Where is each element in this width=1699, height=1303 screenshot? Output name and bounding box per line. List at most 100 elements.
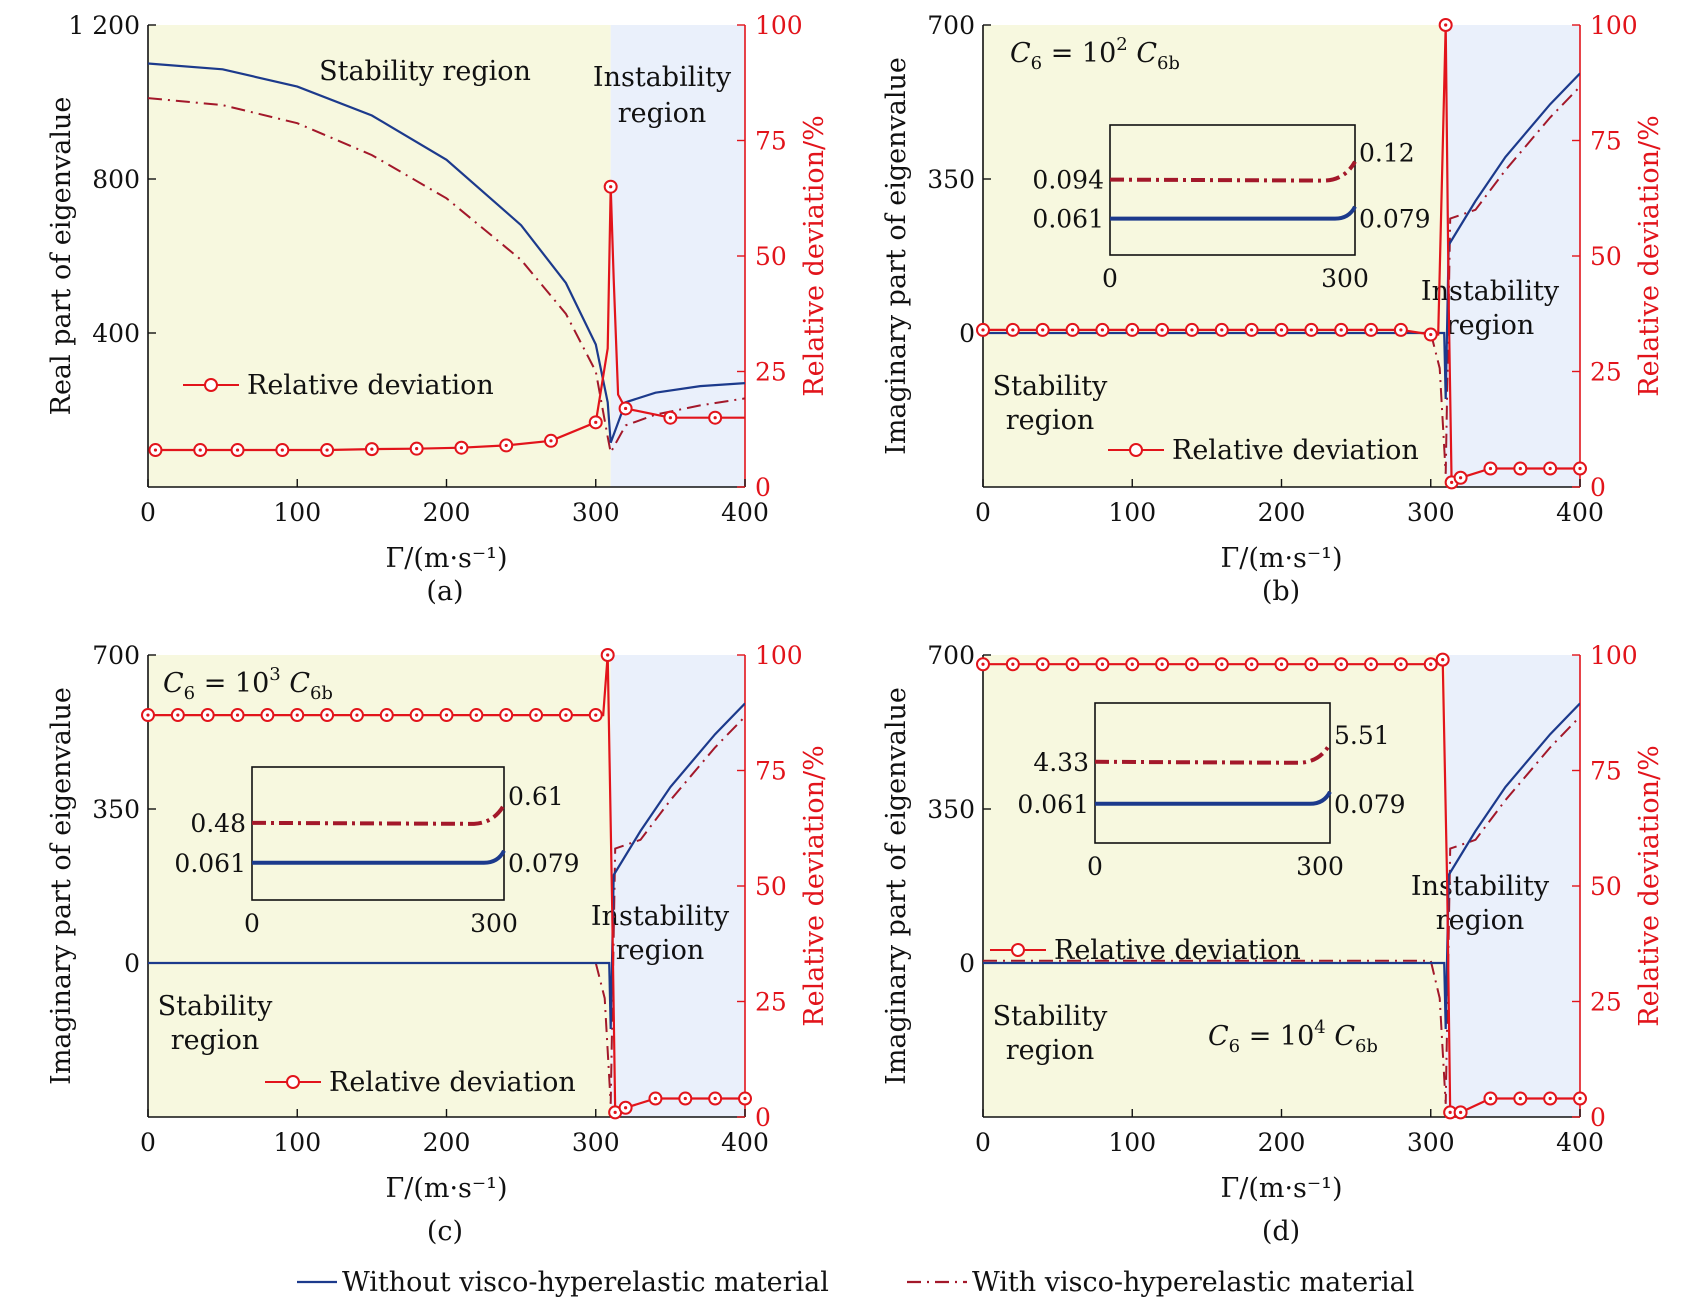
y2-tick-label: 50 [1590,872,1622,901]
y-tick-label: 0 [959,319,975,348]
deviation-marker-dot [713,1096,717,1101]
formula-part: C [1326,1021,1356,1052]
deviation-marker-dot [1130,662,1134,666]
y2-tick-label: 100 [1590,11,1638,40]
y-tick-label: 0 [959,949,975,978]
legend-with-label: With visco-hyperelastic material [972,1267,1414,1298]
formula-annotation: C6 = 104 C6b [1208,1017,1378,1057]
inset-right-value: 0.079 [1334,790,1406,819]
inset-x-tick: 300 [470,909,518,938]
panel-label: (b) [1262,576,1300,607]
deviation-marker-dot [146,713,150,717]
y-tick-label: 800 [92,165,140,194]
formula-part: = 10 [1042,38,1116,69]
inset-with-visco-line [251,803,506,826]
deviation-marker-dot [153,448,158,452]
deviation-marker-dot [1130,328,1134,332]
deviation-marker-dot [1548,1096,1552,1101]
deviation-marker-dot [1190,662,1194,666]
deviation-marker-dot [981,662,985,666]
instability-region-label: region [618,98,706,129]
y-tick-label: 700 [927,641,975,670]
y2-tick-label: 75 [1590,127,1622,156]
y2-tick-label: 25 [755,358,787,387]
formula-part: C [1208,1021,1229,1052]
inset-without-visco-line [1095,790,1332,806]
formula-part: C [163,668,184,699]
deviation-marker-dot [1041,662,1045,666]
y-tick-label: 1 200 [68,11,140,40]
deviation-marker-dot [1160,662,1164,666]
x-tick-label: 100 [1108,1128,1156,1157]
inset-right-value: 0.079 [1359,205,1431,234]
deviation-marker-dot [325,713,329,717]
x-tick-label: 0 [140,1128,156,1157]
deviation-marker-dot [415,713,419,717]
x-tick-label: 0 [975,1128,991,1157]
inset-without-visco-line [252,849,506,865]
stability-region-label: region [171,1025,259,1056]
deviation-marker-dot [1488,1096,1493,1101]
deviation-marker-dot [1220,328,1224,332]
figure-legend: Without visco-hyperelastic material With … [297,1267,1414,1298]
deviation-marker-dot [1488,466,1493,471]
y2-axis-label: Relative deviation/% [799,115,830,396]
deviation-marker-dot [1100,662,1104,666]
y2-tick-label: 75 [755,757,787,786]
y-tick-label: 0 [124,949,140,978]
deviation-marker-dot [1578,466,1582,471]
deviation-marker-dot [606,653,610,657]
y2-tick-label: 25 [1590,988,1622,1017]
chart-panel-4: 0 100 200 300 40003507000255075100Γ/(m·s⁻¹)I… [881,641,1665,1247]
inset-x-tick: 300 [1296,852,1344,881]
deviation-marker-dot [1011,662,1015,666]
inset-x-tick: 0 [1102,264,1118,293]
y2-axis-label: Relative deviation/% [799,745,830,1026]
deviation-marker-dot [1548,466,1552,471]
inset-left-value: 0.061 [1017,790,1089,819]
inset-left-value: 0.061 [174,849,246,878]
deviation-marker-dot [504,443,508,448]
deviation-marker-dot [1100,328,1104,332]
y2-tick-label: 50 [755,872,787,901]
series-without-visco-line [983,702,1580,1030]
instability-region-label: region [1436,905,1524,936]
y2-tick-label: 100 [755,11,803,40]
y-tick-label: 700 [92,641,140,670]
x-tick-label: 100 [273,498,321,527]
x-tick-label: 100 [1108,498,1156,527]
deviation-marker-dot [1399,328,1403,332]
deviation-legend-marker [204,378,218,392]
stability-region-label: Stability [158,991,273,1022]
formula-part: 6b [1355,1036,1378,1057]
deviation-legend-marker [1129,443,1143,457]
y2-tick-label: 25 [1590,358,1622,387]
inset-left-value: 0.48 [190,809,246,838]
y-tick-label: 350 [927,165,975,194]
deviation-marker-dot [198,448,202,452]
deviation-marker-dot [683,1096,687,1101]
deviation-marker-dot [624,406,628,411]
formula-part: = 10 [195,668,269,699]
deviation-marker-dot [1190,328,1194,332]
deviation-marker-dot [564,713,568,717]
x-tick-label: 0 [975,498,991,527]
deviation-marker-dot [459,446,464,450]
y-axis-label: Imaginary part of eigenvalue [881,57,912,455]
formula-part: 6 [184,683,195,704]
x-tick-label: 0 [140,498,156,527]
deviation-marker-dot [713,416,717,420]
y-axis-label: Imaginary part of eigenvalue [881,687,912,1085]
inset-frame [1109,124,1356,256]
series-without-visco-line [148,62,745,444]
deviation-marker-dot [981,328,985,332]
x-axis-label: Γ/(m·s⁻¹) [1220,1173,1342,1204]
deviation-marker-dot [1279,328,1284,332]
x-tick-label: 300 [572,1128,620,1157]
y2-tick-label: 0 [1590,473,1606,502]
deviation-legend-label: Relative deviation [329,1067,576,1098]
y2-tick-label: 100 [1590,641,1638,670]
x-tick-label: 400 [721,1128,769,1157]
inset-right-value: 0.12 [1359,139,1415,168]
